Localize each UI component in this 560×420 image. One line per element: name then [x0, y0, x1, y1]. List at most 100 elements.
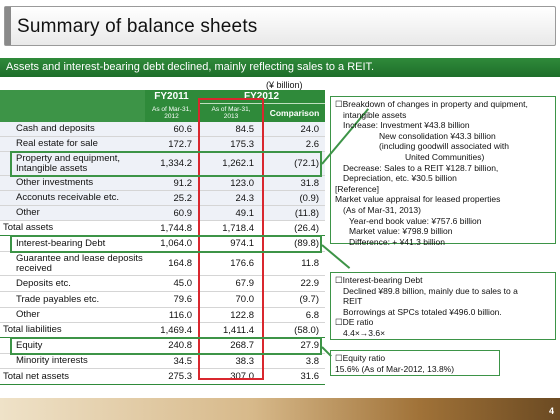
table-row: Guarantee and lease deposits received 16… [0, 252, 325, 276]
value-comparison: (0.9) [299, 192, 319, 204]
panel-line: REIT [343, 296, 363, 307]
header-fy2012-label: FY2012 [198, 90, 325, 104]
panel-line: Depreciation, etc. ¥30.5 billion [343, 173, 457, 184]
row-label: Equity [16, 339, 43, 351]
panel-line: intangible assets [343, 109, 407, 120]
value-fy2012: 176.6 [230, 258, 254, 269]
panel-line: Difference: + ¥41.3 billion [349, 236, 446, 247]
row-label: Other [16, 309, 40, 320]
debt-highlight-box [10, 235, 322, 253]
row-label: Minority interests [16, 355, 88, 366]
panel-line: ☐Breakdown of changes in property and qu… [335, 99, 528, 109]
value-fy2011: 45.0 [173, 278, 193, 289]
value-comparison: (9.7) [299, 294, 319, 305]
value-fy2012: 70.0 [235, 294, 255, 305]
value-fy2011: 60.6 [173, 123, 193, 135]
panel-line: Decrease: Sales to a REIT ¥128.7 billion… [343, 162, 499, 173]
header-fy2011-year: 2012 [164, 113, 179, 120]
row-label: Interest-bearing Debt [16, 237, 106, 249]
equity-ratio-panel: ☐Equity ratio 15.6% (As of Mar-2012, 13.… [330, 350, 500, 376]
row-label: Other [16, 207, 40, 218]
value-fy2011: 275.3 [168, 371, 192, 382]
panel-line: Year-end book value: ¥757.6 billion [349, 215, 482, 226]
panel-line: Market value appraisal for leased proper… [335, 194, 501, 205]
unit-label: (¥ billion) [266, 80, 303, 90]
property-breakdown-panel: ☐Breakdown of changes in property and qu… [330, 96, 556, 247]
page-number: 4 [548, 406, 554, 416]
value-fy2011: 1,469.4 [160, 324, 192, 336]
table-row: Minority interests 34.5 38.3 3.8 [0, 354, 325, 369]
header-fy2011-asof: As of Mar-31, [151, 106, 191, 113]
value-comparison: (11.8) [294, 207, 319, 219]
value-fy2012: 1,411.4 [223, 324, 254, 336]
panel-line: (including goodwill associated with [379, 141, 509, 152]
value-fy2011: 34.5 [173, 355, 193, 367]
panel-line: Increase: Investment ¥43.8 billion [343, 120, 470, 131]
value-fy2011: 1,334.2 [160, 158, 192, 169]
value-fy2011: 1,744.8 [160, 222, 192, 234]
row-label: Total net assets [3, 370, 70, 382]
panel-line: ☐Equity ratio [335, 353, 386, 363]
debt-panel: ☐Interest-bearing Debt Declined ¥89.8 bi… [330, 272, 556, 340]
panel-line: ☐Interest-bearing Debt [335, 275, 423, 285]
value-fy2012: 1,262.1 [222, 158, 254, 169]
panel-line: Declined ¥89.8 billion, mainly due to sa… [343, 285, 518, 296]
row-label: Deposits etc. [16, 277, 71, 289]
value-fy2012: 307.0 [230, 371, 254, 382]
row-label: Real estate for sale [16, 138, 98, 149]
row-label: Total liabilities [3, 324, 62, 335]
row-label: Trade payables etc. [16, 293, 100, 305]
value-fy2012: 974.1 [230, 238, 254, 249]
table-row-total: Total net assets 275.3 307.0 31.6 [0, 369, 325, 385]
header-fy2012-asof: As of Mar-31, [211, 106, 251, 113]
value-comparison: 31.6 [300, 371, 320, 382]
value-fy2012: 24.3 [235, 192, 255, 204]
value-fy2011: 172.7 [168, 138, 192, 150]
value-fy2012: 84.5 [235, 123, 255, 135]
table-row: Deposits etc. 45.0 67.9 22.9 [0, 276, 325, 292]
value-comparison: (89.8) [294, 238, 319, 249]
value-fy2012: 123.0 [230, 177, 254, 189]
value-fy2012: 38.3 [235, 355, 255, 367]
table-row: Cash and deposits 60.6 84.5 24.0 [0, 122, 325, 137]
footer-band [0, 398, 560, 420]
panel-line: [Reference] [335, 183, 379, 194]
panel-line: 4.4×→3.6× [343, 327, 386, 338]
header-fy2012: FY2012 As of Mar-31, 2013 Comparison [198, 90, 325, 122]
value-fy2012: 122.8 [230, 309, 254, 321]
panel-line: 15.6% (As of Mar-2012, 13.8%) [335, 363, 455, 374]
value-comparison: 22.9 [300, 278, 320, 289]
table-row: Other 116.0 122.8 6.8 [0, 308, 325, 323]
table-row: Other 60.9 49.1 (11.8) [0, 206, 325, 221]
table-row: Trade payables etc. 79.6 70.0 (9.7) [0, 292, 325, 308]
row-label: Acconuts receivable etc. [16, 192, 119, 203]
value-comparison: 27.9 [300, 340, 320, 351]
panel-line: (As of Mar-31, 2013) [343, 204, 421, 215]
panel-line: New consolidation ¥43.3 billion [379, 130, 496, 141]
value-fy2011: 79.6 [173, 294, 193, 305]
panel-line: Market value: ¥798.9 billion [349, 226, 453, 237]
header-comparison: Comparison [269, 108, 320, 118]
value-fy2012: 49.1 [235, 207, 255, 219]
table-row-total: Total assets 1,744.8 1,718.4 (26.4) [0, 221, 325, 236]
value-comparison: 31.8 [300, 177, 320, 189]
value-fy2011: 240.8 [168, 340, 192, 351]
table-row: Acconuts receivable etc. 25.2 24.3 (0.9) [0, 191, 325, 206]
equity-highlight-box [10, 337, 322, 355]
value-fy2012: 175.3 [230, 138, 254, 150]
value-fy2011: 164.8 [168, 258, 192, 269]
row-label: Other investments [16, 177, 94, 188]
value-comparison: 2.6 [305, 138, 319, 150]
header-fy2011-label: FY2011 [154, 91, 189, 102]
panel-line: Borrowings at SPCs totaled ¥496.0 billio… [343, 306, 502, 317]
value-comparison: 3.8 [305, 355, 319, 367]
panel-line: ☐DE ratio [335, 317, 374, 328]
row-label: Guarantee and lease deposits received [16, 252, 143, 274]
fy2012-highlight-box [198, 98, 264, 380]
connector-debt [321, 244, 351, 269]
subtitle-banner: Assets and interest-bearing debt decline… [0, 58, 560, 77]
title-accent [5, 7, 11, 45]
value-fy2011: 91.2 [173, 177, 193, 189]
value-fy2011: 116.0 [168, 309, 192, 321]
row-label: Cash and deposits [16, 123, 95, 134]
